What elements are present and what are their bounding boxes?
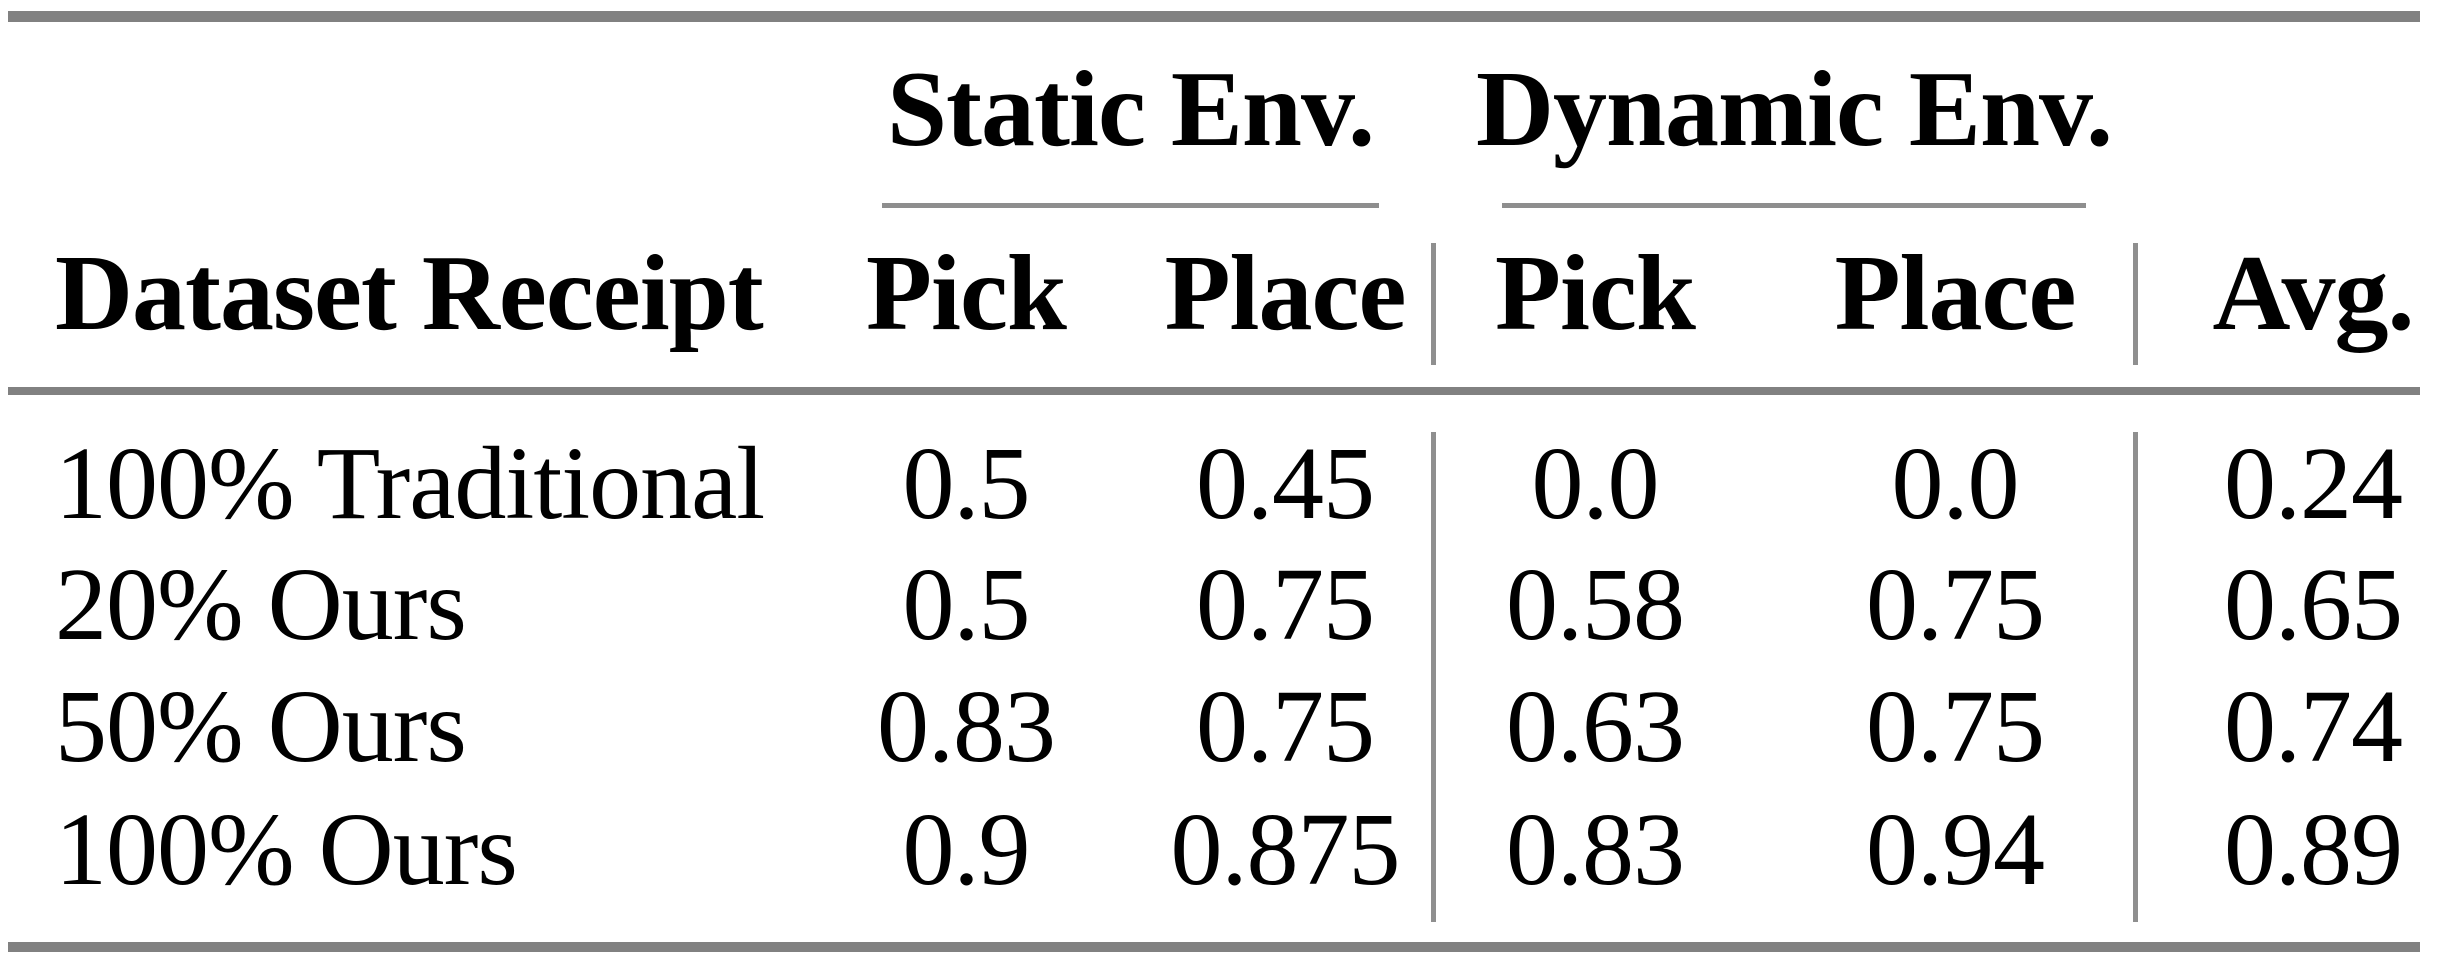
cell-static-place: 0.75 <box>1196 669 1375 784</box>
cell-dynamic-pick: 0.63 <box>1506 669 1685 784</box>
cell-avg: 0.89 <box>2224 792 2403 907</box>
cell-static-pick: 0.9 <box>902 792 1031 907</box>
bottom-rule <box>8 942 2420 952</box>
column-separator-1-header <box>1431 243 1436 365</box>
cell-dynamic-place: 0.94 <box>1866 792 2045 907</box>
cell-static-pick: 0.5 <box>902 426 1031 541</box>
column-separator-1-body <box>1431 432 1436 922</box>
cell-static-place: 0.875 <box>1170 792 1401 907</box>
header-avg: Avg. <box>2212 234 2415 353</box>
cell-avg: 0.65 <box>2224 547 2403 662</box>
row-label: 100% Ours <box>55 792 518 907</box>
header-dynamic-place: Place <box>1834 234 2077 353</box>
header-dynamic-pick: Pick <box>1495 234 1696 353</box>
cell-dynamic-pick: 0.83 <box>1506 792 1685 907</box>
cell-avg: 0.24 <box>2224 426 2403 541</box>
column-separator-2-body <box>2133 432 2138 922</box>
dynamic-env-underline <box>1502 203 2086 208</box>
cell-dynamic-pick: 0.0 <box>1531 426 1660 541</box>
column-group-dynamic-env: Dynamic Env. <box>1475 50 2113 169</box>
header-dataset-receipt: Dataset Receipt <box>55 234 764 353</box>
cell-avg: 0.74 <box>2224 669 2403 784</box>
row-label: 100% Traditional <box>55 426 765 541</box>
column-separator-2-header <box>2133 243 2138 365</box>
cell-dynamic-place: 0.0 <box>1891 426 2020 541</box>
cell-dynamic-place: 0.75 <box>1866 547 2045 662</box>
cell-static-pick: 0.83 <box>877 669 1056 784</box>
static-env-underline <box>882 203 1379 208</box>
cell-dynamic-place: 0.75 <box>1866 669 2045 784</box>
cell-static-place: 0.45 <box>1196 426 1375 541</box>
header-static-pick: Pick <box>866 234 1067 353</box>
header-separator-rule <box>8 387 2420 395</box>
top-rule <box>8 11 2420 22</box>
cell-dynamic-pick: 0.58 <box>1506 547 1685 662</box>
column-group-static-env: Static Env. <box>886 50 1375 169</box>
row-label: 20% Ours <box>55 547 467 662</box>
header-static-place: Place <box>1164 234 1407 353</box>
cell-static-place: 0.75 <box>1196 547 1375 662</box>
row-label: 50% Ours <box>55 669 467 784</box>
cell-static-pick: 0.5 <box>902 547 1031 662</box>
